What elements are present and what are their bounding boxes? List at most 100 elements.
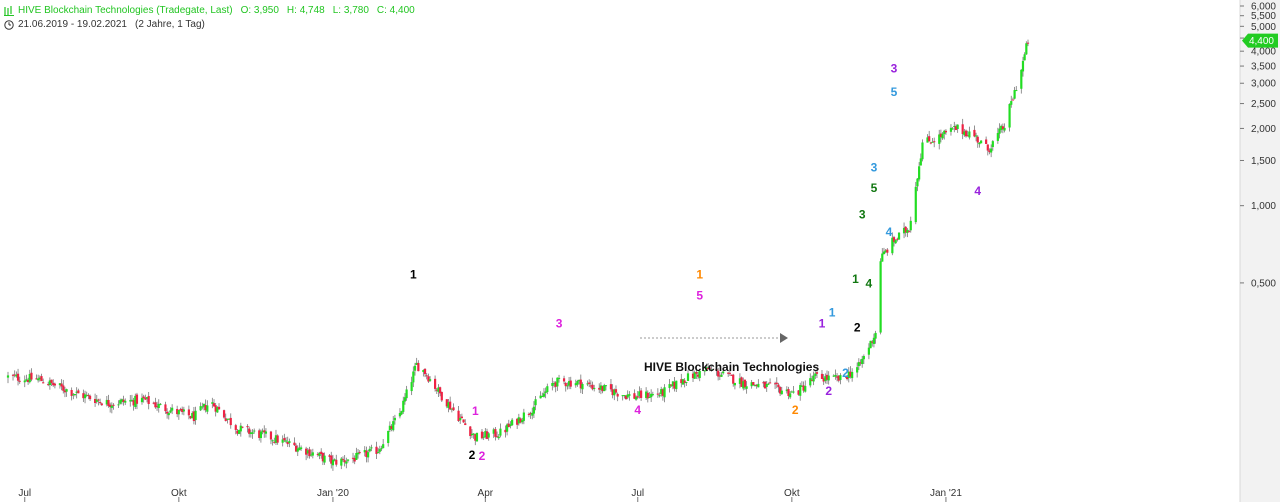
candle <box>460 413 463 419</box>
candle <box>281 435 284 447</box>
candle <box>464 419 467 426</box>
wave-label: 2 <box>854 321 861 335</box>
candle <box>800 381 803 387</box>
y-tick-label: 4,000 <box>1251 47 1276 58</box>
candle <box>330 451 333 469</box>
candle <box>433 375 437 392</box>
candle <box>62 379 65 394</box>
candle <box>124 398 127 406</box>
candle <box>706 363 710 370</box>
candle <box>323 452 326 465</box>
candle <box>634 395 638 401</box>
candle <box>214 402 217 417</box>
candle <box>914 181 917 225</box>
chart-title[interactable]: HIVE Blockchain Technologies (Tradegate,… <box>18 5 233 16</box>
candle <box>939 129 943 143</box>
wave-label: 1 <box>852 272 859 286</box>
candle <box>189 415 192 420</box>
candle <box>216 406 219 413</box>
candle <box>129 395 132 407</box>
candle <box>961 118 964 140</box>
candle <box>318 451 321 460</box>
candle <box>166 408 169 419</box>
candle <box>249 429 252 438</box>
candle <box>956 124 959 133</box>
last-price-badge: 4,400 <box>1242 33 1278 48</box>
candle <box>552 380 556 388</box>
candle <box>485 428 489 440</box>
candle <box>145 396 149 403</box>
candle <box>616 392 619 402</box>
candle <box>777 382 780 393</box>
candle <box>708 366 711 372</box>
candle <box>645 387 648 400</box>
candle <box>871 339 874 347</box>
candle <box>413 362 417 376</box>
candle <box>368 445 371 453</box>
candle <box>785 386 788 394</box>
candle <box>191 411 194 419</box>
candle <box>328 454 331 462</box>
candle <box>670 384 673 387</box>
candle <box>95 395 98 404</box>
candle <box>474 433 477 446</box>
wave-label: 3 <box>891 62 898 76</box>
x-tick-label: Jan '20 <box>317 488 349 499</box>
candle <box>985 136 988 145</box>
candle <box>65 388 68 397</box>
candle <box>792 386 795 394</box>
candle <box>462 419 465 423</box>
candle <box>377 447 380 454</box>
candle <box>202 403 206 411</box>
candle <box>365 446 368 463</box>
candle <box>269 430 273 445</box>
candle <box>400 410 403 416</box>
candle <box>167 411 170 420</box>
candle <box>944 129 948 135</box>
candle <box>588 379 591 388</box>
candle <box>412 366 415 388</box>
candle <box>753 384 757 387</box>
candle <box>472 433 475 439</box>
candle <box>345 457 348 469</box>
candle <box>1001 123 1004 134</box>
wave-label: 3 <box>556 317 563 331</box>
candle <box>140 393 144 405</box>
candle <box>715 364 718 376</box>
candle <box>6 371 10 384</box>
candle <box>23 375 26 388</box>
candle <box>1008 103 1011 132</box>
candle <box>422 369 425 377</box>
candle <box>82 389 85 402</box>
wave-label: 1 <box>819 317 826 331</box>
candle <box>437 384 440 398</box>
candle <box>18 376 21 384</box>
candle <box>507 419 510 428</box>
candle <box>273 437 276 444</box>
wave-label: 1 <box>410 268 417 282</box>
low-value: L: 3,780 <box>332 5 369 16</box>
candle <box>366 449 370 463</box>
candle <box>276 434 279 445</box>
candle <box>953 121 956 133</box>
candle <box>100 402 103 406</box>
candle <box>88 394 92 401</box>
candle <box>341 456 345 462</box>
candle <box>579 374 582 394</box>
candle <box>633 389 636 400</box>
candle <box>509 421 512 429</box>
candle <box>37 374 40 383</box>
candle <box>300 445 303 451</box>
candle <box>907 229 911 233</box>
candle <box>718 372 721 381</box>
candle <box>804 380 807 393</box>
candle <box>199 402 202 412</box>
candle <box>799 382 802 401</box>
candle <box>941 132 944 140</box>
candle <box>691 368 695 382</box>
candle <box>1013 86 1016 100</box>
duration: (2 Jahre, 1 Tag) <box>134 19 205 30</box>
y-tick-label: 2,000 <box>1251 124 1276 135</box>
